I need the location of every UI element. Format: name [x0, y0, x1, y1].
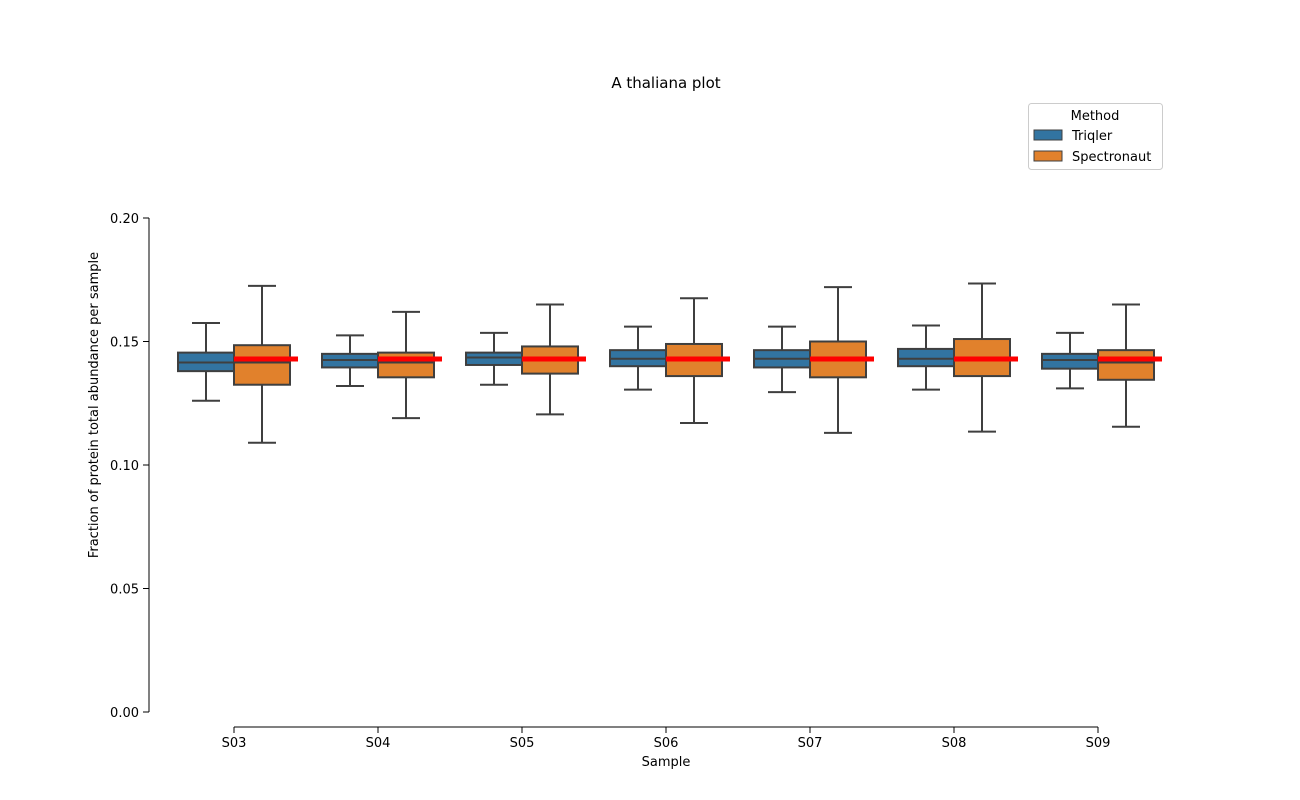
box-body — [1041, 352, 1099, 370]
box-triqler-s06 — [609, 325, 667, 391]
box-body — [1097, 349, 1155, 381]
x-tick-label: S05 — [510, 736, 535, 751]
y-tick-label: 0.00 — [110, 706, 139, 721]
plot-area — [177, 282, 1162, 444]
x-tick-label: S09 — [1086, 736, 1111, 751]
box-triqler-s08 — [897, 324, 955, 391]
x-tick-label: S08 — [942, 736, 967, 751]
legend-label-spectronaut: Spectronaut — [1072, 150, 1151, 165]
box-triqler-s07 — [753, 325, 811, 394]
box-spectronaut-s03 — [233, 284, 291, 444]
box-body — [233, 344, 291, 386]
box-body — [465, 351, 523, 366]
box-triqler-s04 — [321, 334, 379, 387]
legend-label-triqler: Triqler — [1071, 129, 1113, 144]
legend: Method Triqler Spectronaut — [1028, 103, 1163, 170]
x-tick-label: S06 — [654, 736, 679, 751]
box-body — [377, 351, 435, 379]
y-tick-label: 0.15 — [110, 336, 139, 351]
box-spectronaut-s04 — [377, 310, 435, 420]
legend-title: Method — [1071, 109, 1120, 124]
y-axis-label: Fraction of protein total abundance per … — [87, 252, 102, 558]
y-tick-label: 0.20 — [110, 212, 139, 227]
x-tick-label: S07 — [798, 736, 823, 751]
box-body — [897, 347, 955, 368]
x-axis-label: Sample — [642, 755, 691, 770]
chart-title: A thaliana plot — [611, 74, 720, 92]
box-spectronaut-s09 — [1097, 303, 1155, 428]
legend-swatch-triqler — [1033, 129, 1063, 141]
box-triqler-s09 — [1041, 331, 1099, 390]
x-tick-label: S04 — [366, 736, 391, 751]
box-triqler-s03 — [177, 321, 235, 402]
y-tick-label: 0.10 — [110, 459, 139, 474]
x-tick-label: S03 — [222, 736, 247, 751]
x-axis-ticks: S03 S04 S05 S06 S07 S08 S09 — [222, 727, 1111, 751]
box-triqler-s05 — [465, 331, 523, 386]
y-axis-ticks: 0.00 0.05 0.10 0.15 0.20 — [110, 212, 149, 721]
y-tick-label: 0.05 — [110, 583, 139, 598]
legend-swatch-spectronaut — [1033, 150, 1063, 162]
